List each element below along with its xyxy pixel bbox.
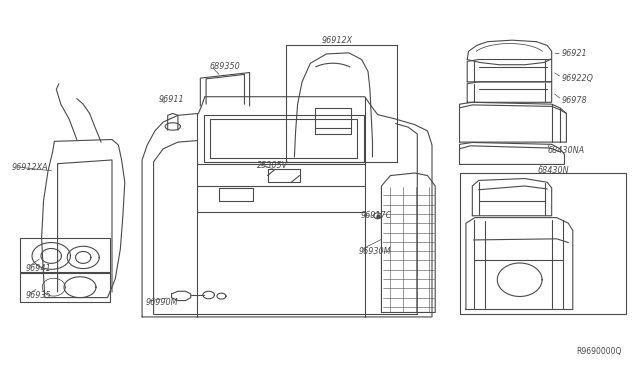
Text: 96935: 96935	[26, 291, 51, 300]
Text: 96990M: 96990M	[146, 298, 179, 307]
Text: 25305V: 25305V	[257, 161, 289, 170]
Text: 96921: 96921	[562, 49, 588, 58]
Text: 96912X: 96912X	[322, 36, 353, 45]
Text: R9690000Q: R9690000Q	[577, 347, 622, 356]
Text: 96922Q: 96922Q	[562, 74, 594, 83]
Text: 96941: 96941	[26, 264, 51, 273]
Text: 96930M: 96930M	[358, 247, 391, 256]
Text: 689350: 689350	[210, 62, 241, 71]
Text: 96911: 96911	[159, 95, 184, 104]
Text: 96978: 96978	[562, 96, 588, 105]
Text: 68430N: 68430N	[538, 166, 569, 175]
Text: 96912XA: 96912XA	[12, 163, 48, 172]
Text: 68430NA: 68430NA	[547, 146, 584, 155]
Text: 96917C: 96917C	[360, 211, 392, 220]
